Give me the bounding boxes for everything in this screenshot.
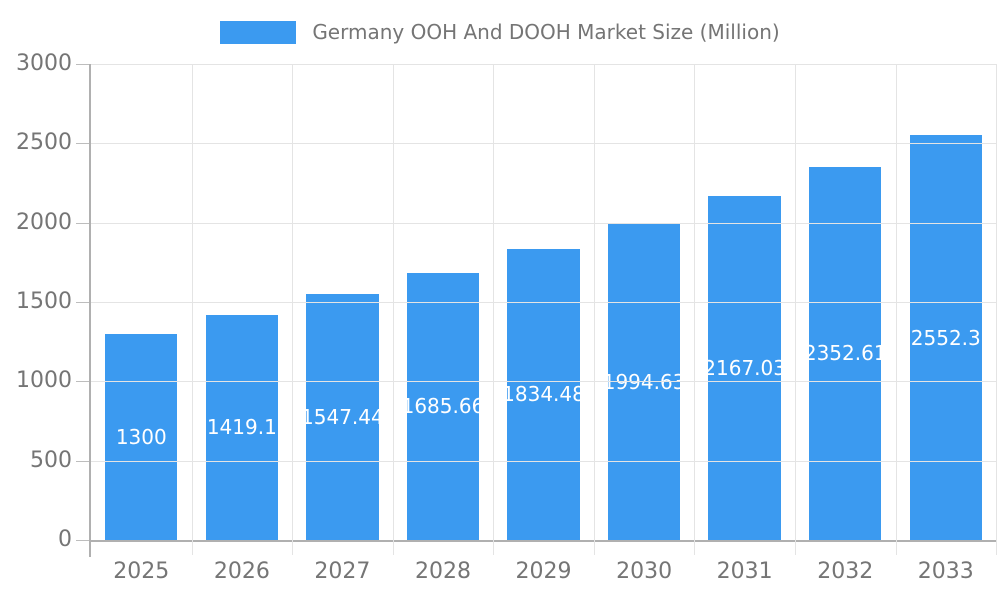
x-axis-label: 2027: [314, 559, 371, 584]
y-gridline: [91, 302, 996, 303]
x-axis-label: 2025: [113, 559, 170, 584]
x-gridline: [191, 64, 193, 555]
y-axis-tick: [76, 143, 89, 145]
y-gridline: [91, 143, 996, 145]
x-axis-label: 2030: [616, 559, 673, 584]
y-gridline: [91, 64, 996, 65]
x-axis-label: 2029: [515, 559, 572, 584]
category-cells: 1300 2025 1419.1 2026 1547.44 2027 1685.66 2028…: [91, 64, 998, 584]
category-cell: 1300 2025: [91, 64, 193, 584]
x-gridline: [593, 64, 595, 555]
chart-title: Germany OOH And DOOH Market Size (Millio…: [312, 20, 780, 44]
y-axis-tick: [76, 222, 89, 224]
category-cell: 2552.3 2033: [896, 64, 998, 584]
y-axis-label: 1500: [16, 289, 72, 314]
y-axis-tick: [76, 302, 89, 303]
y-axis-tick: [76, 64, 89, 65]
x-gridline: [895, 64, 897, 555]
x-gridline: [292, 64, 294, 555]
category-cell: 1419.1 2026: [192, 64, 294, 584]
bar: 1834.48: [507, 248, 580, 540]
bar: 1685.66: [406, 272, 480, 540]
category-cell: 1685.66 2028: [393, 64, 495, 584]
bar: 2167.03: [708, 196, 781, 540]
y-axis-label: 1000: [16, 368, 72, 394]
y-axis-tick: [76, 460, 89, 462]
legend[interactable]: Germany OOH And DOOH Market Size (Millio…: [0, 20, 1000, 44]
category-cell: 2352.61 2032: [795, 64, 897, 584]
plot-area: 1300 2025 1419.1 2026 1547.44 2027 1685.66 2028…: [16, 53, 998, 584]
x-axis-label: 2032: [817, 559, 874, 584]
x-axis-label: 2031: [716, 559, 773, 584]
category-cell: 1547.44 2027: [292, 64, 394, 584]
x-gridline: [996, 64, 998, 555]
bar-value-label: 1547.44: [306, 405, 379, 430]
x-gridline: [493, 64, 495, 555]
y-axis-label: 2000: [16, 209, 72, 235]
y-axis-label: 500: [30, 447, 72, 473]
y-axis-tick: [76, 381, 89, 383]
bar: 1419.1: [205, 314, 279, 540]
bar: 2552.3: [909, 135, 982, 540]
bar-value-label: 1685.66: [406, 394, 480, 419]
bar-value-label: 1834.48: [507, 382, 580, 407]
y-axis-label: 3000: [16, 51, 72, 76]
category-cell: 1834.48 2029: [493, 64, 595, 584]
bar-value-label: 2352.61: [809, 341, 882, 366]
y-axis-label: 0: [58, 527, 72, 552]
y-gridline: [91, 460, 996, 462]
legend-swatch: [220, 20, 297, 44]
bar-value-label: 1300: [115, 424, 167, 449]
x-gridline: [694, 64, 696, 555]
bar-value-label: 1419.1: [206, 415, 277, 440]
bar: 2352.61: [809, 166, 882, 540]
x-gridline: [392, 64, 394, 555]
bar-value-label: 2167.03: [708, 356, 781, 381]
bar-value-label: 2552.3: [910, 325, 981, 350]
x-gridline: [794, 64, 796, 555]
bar: 1300: [105, 333, 178, 540]
y-gridline: [91, 381, 996, 383]
x-axis-label: 2026: [213, 559, 270, 584]
y-gridline: [91, 222, 996, 224]
bar: 1547.44: [306, 294, 379, 540]
x-axis-label: 2028: [414, 559, 471, 584]
category-cell: 2167.03 2031: [694, 64, 796, 584]
x-axis-label: 2033: [917, 559, 974, 584]
y-axis-label: 2500: [16, 130, 72, 156]
y-axis-tick: [76, 540, 89, 541]
